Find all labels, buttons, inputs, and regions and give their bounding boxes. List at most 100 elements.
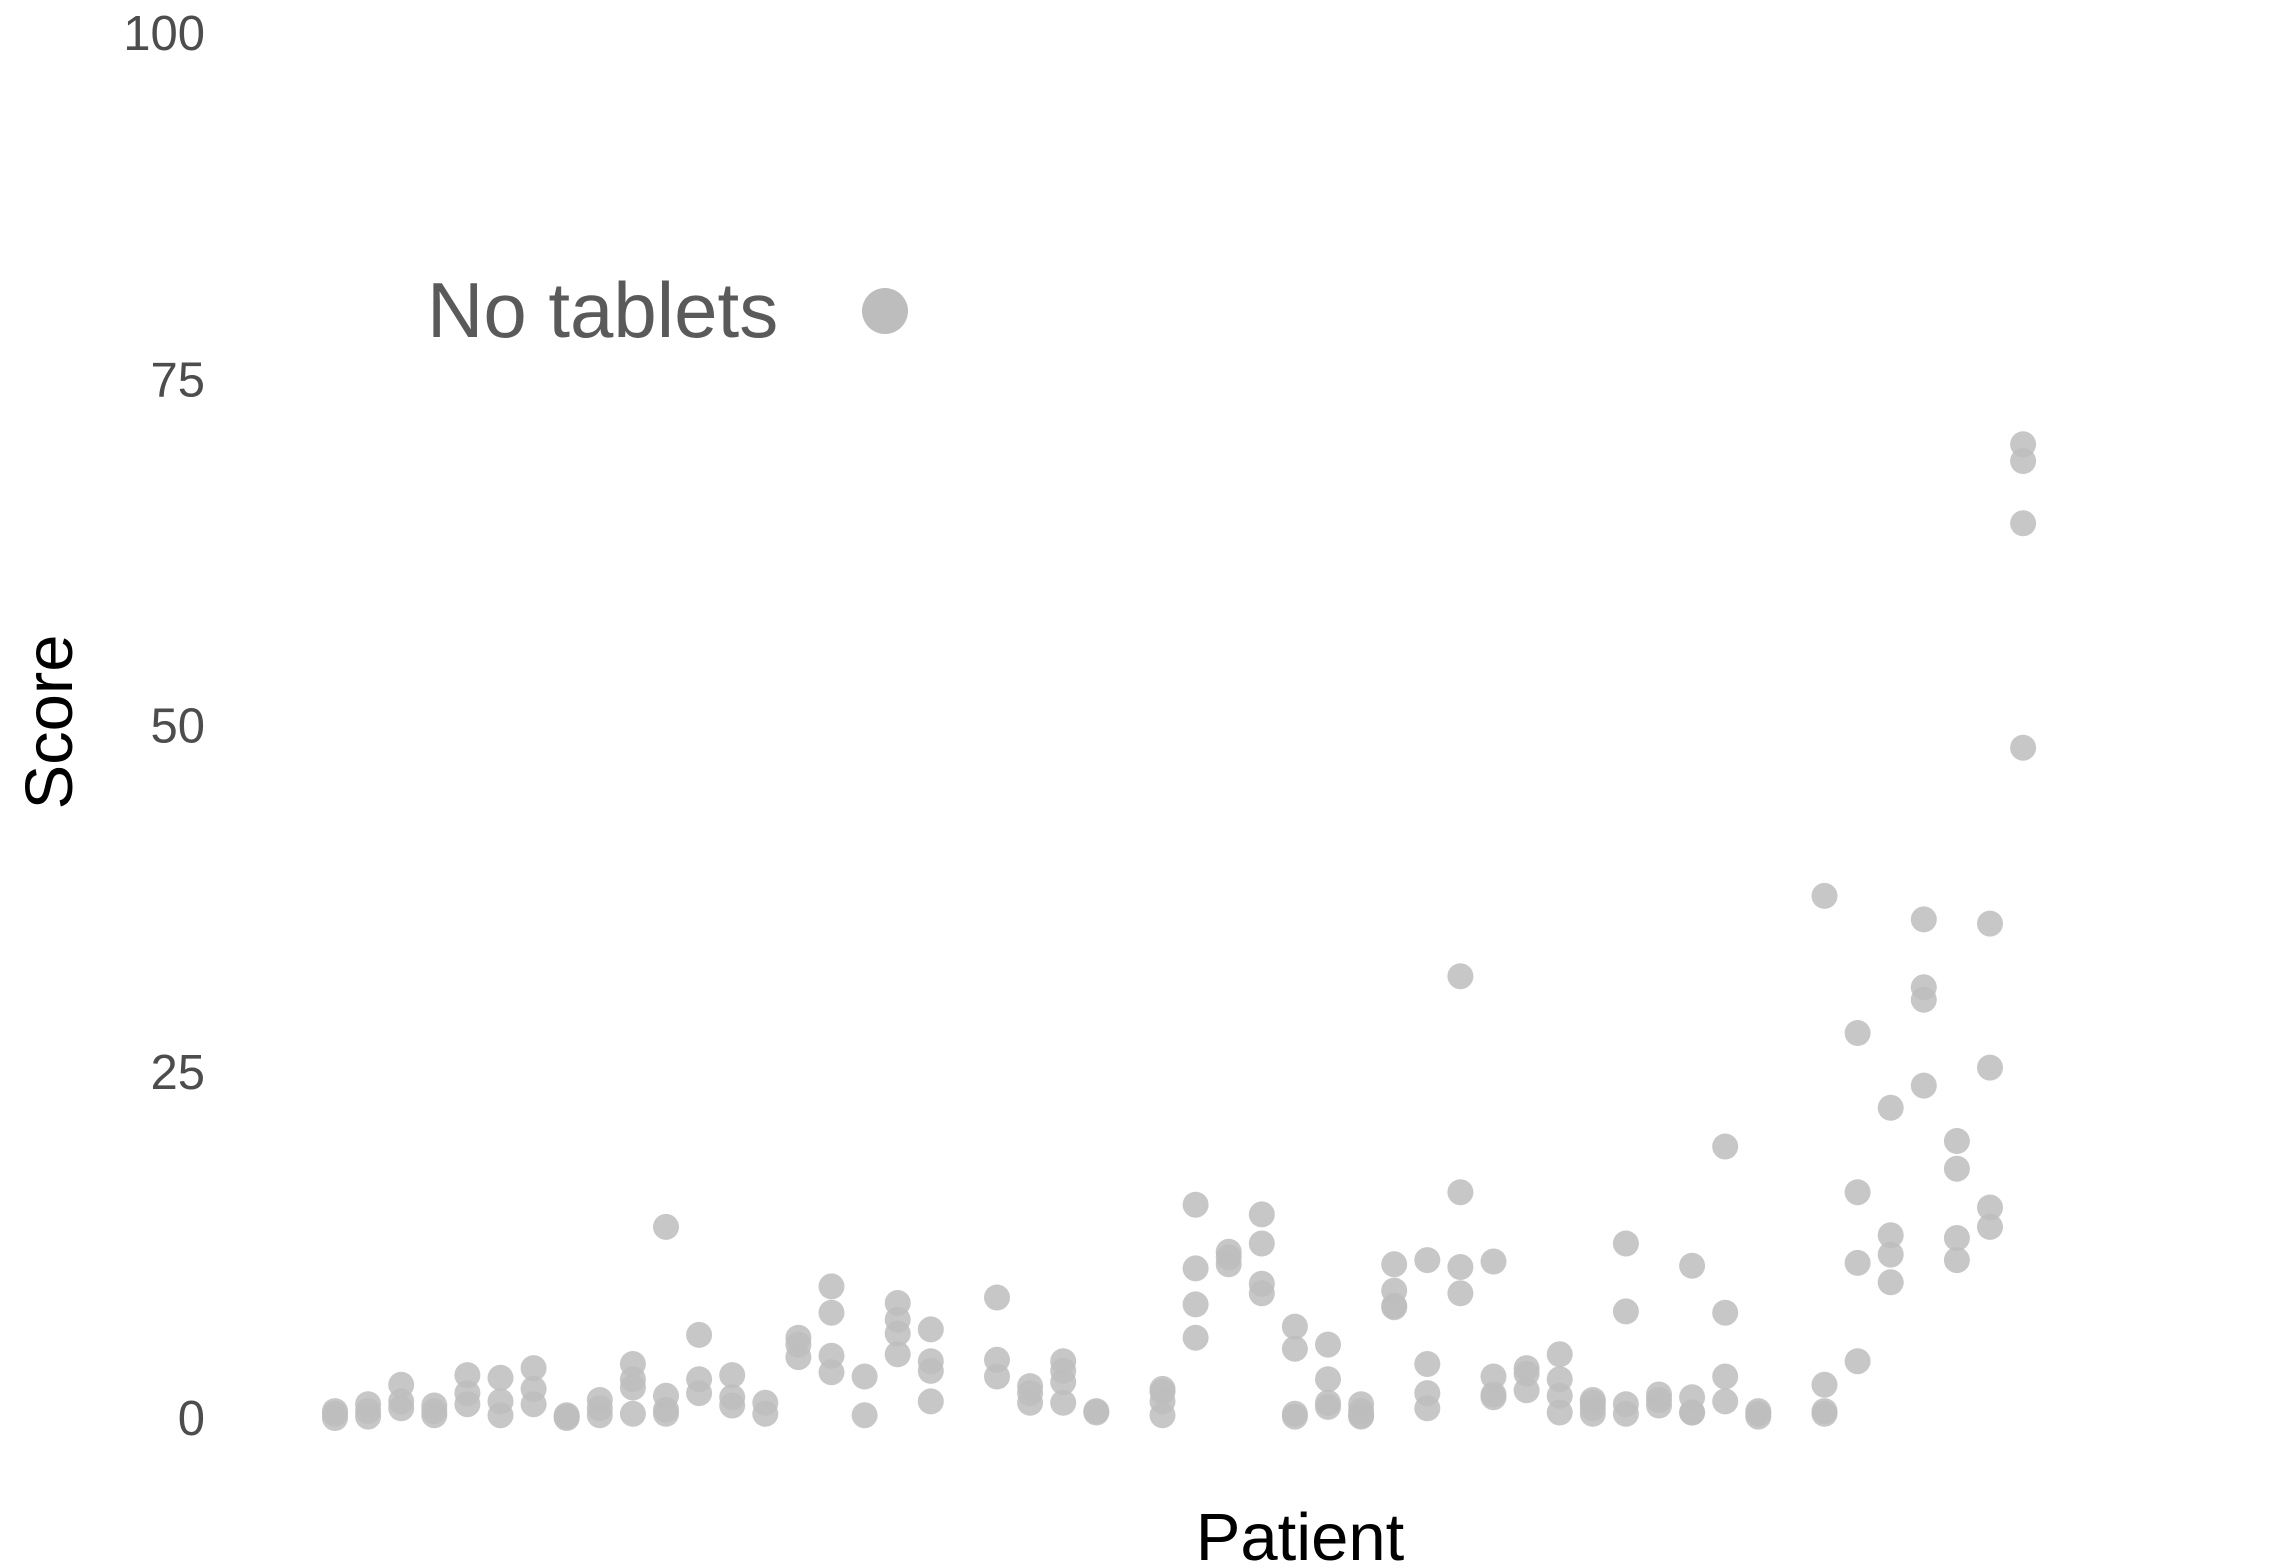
data-point bbox=[1811, 882, 1838, 909]
data-point bbox=[2010, 734, 2037, 761]
data-point bbox=[785, 1324, 812, 1351]
data-point bbox=[1877, 1094, 1904, 1121]
y-tick-label: 50 bbox=[150, 700, 205, 754]
data-point bbox=[1877, 1269, 1904, 1296]
data-point bbox=[388, 1371, 415, 1398]
data-point bbox=[520, 1375, 547, 1402]
data-point bbox=[1447, 963, 1474, 990]
data-point bbox=[1977, 1054, 2003, 1081]
data-point bbox=[1712, 1299, 1739, 1326]
data-point bbox=[1381, 1277, 1408, 1304]
data-point bbox=[1281, 1313, 1308, 1340]
data-point bbox=[1745, 1398, 1772, 1425]
data-point bbox=[818, 1342, 845, 1369]
data-point bbox=[1215, 1238, 1242, 1265]
data-point bbox=[1712, 1133, 1739, 1160]
data-point bbox=[1844, 1179, 1871, 1206]
data-point bbox=[1612, 1391, 1639, 1418]
data-point bbox=[487, 1388, 514, 1415]
data-point bbox=[619, 1351, 646, 1377]
data-point bbox=[1877, 1241, 1904, 1268]
data-points bbox=[322, 431, 2037, 1431]
data-point bbox=[1646, 1381, 1672, 1408]
data-point bbox=[2010, 510, 2037, 537]
data-point bbox=[1546, 1341, 1573, 1368]
data-point bbox=[1811, 1398, 1838, 1425]
data-point bbox=[917, 1348, 944, 1375]
data-point bbox=[1977, 910, 2003, 937]
data-point bbox=[1546, 1366, 1573, 1393]
data-point bbox=[1712, 1388, 1739, 1415]
data-point bbox=[1017, 1373, 1044, 1400]
data-point bbox=[1977, 1194, 2003, 1221]
data-point bbox=[1712, 1363, 1739, 1390]
data-point bbox=[520, 1355, 547, 1382]
legend-label: No tablets bbox=[427, 266, 778, 354]
data-point bbox=[1248, 1201, 1275, 1228]
data-point bbox=[1381, 1251, 1408, 1278]
data-point bbox=[653, 1213, 679, 1240]
data-point bbox=[1910, 974, 1937, 1001]
data-point bbox=[355, 1391, 382, 1418]
x-axis-title: Patient bbox=[1196, 1500, 1405, 1568]
data-point bbox=[1050, 1348, 1077, 1375]
data-point bbox=[1414, 1380, 1441, 1407]
data-point bbox=[1447, 1280, 1474, 1307]
data-point bbox=[719, 1362, 746, 1389]
data-point bbox=[1811, 1371, 1838, 1398]
data-point bbox=[917, 1388, 944, 1415]
data-point bbox=[1348, 1391, 1375, 1418]
data-point bbox=[851, 1363, 878, 1390]
data-point bbox=[1414, 1247, 1441, 1274]
data-point bbox=[1480, 1381, 1507, 1408]
data-point bbox=[686, 1366, 713, 1393]
data-point bbox=[421, 1392, 448, 1419]
data-point bbox=[884, 1290, 911, 1316]
data-point bbox=[1182, 1324, 1209, 1351]
data-point bbox=[1414, 1351, 1441, 1377]
y-tick-label: 100 bbox=[123, 7, 205, 61]
data-point bbox=[586, 1387, 613, 1413]
data-point bbox=[851, 1402, 878, 1429]
data-point bbox=[1182, 1291, 1209, 1318]
y-axis-title: Score bbox=[12, 634, 87, 809]
data-point bbox=[1612, 1230, 1639, 1257]
data-point bbox=[1281, 1335, 1308, 1362]
data-point bbox=[1083, 1398, 1110, 1425]
data-point bbox=[1910, 906, 1937, 933]
data-point bbox=[1877, 1222, 1904, 1249]
data-point bbox=[719, 1384, 746, 1411]
data-point bbox=[1844, 1249, 1871, 1276]
data-point bbox=[1050, 1389, 1077, 1416]
data-point bbox=[1579, 1387, 1606, 1413]
data-point bbox=[1182, 1191, 1209, 1218]
data-point bbox=[1943, 1247, 1970, 1274]
data-point bbox=[487, 1364, 514, 1391]
data-point bbox=[1943, 1128, 1970, 1154]
data-point bbox=[1248, 1230, 1275, 1257]
data-point bbox=[818, 1299, 845, 1326]
data-point bbox=[454, 1362, 481, 1389]
data-point bbox=[1248, 1270, 1275, 1297]
data-point bbox=[1315, 1389, 1341, 1416]
y-tick-label: 25 bbox=[150, 1046, 205, 1100]
data-point bbox=[1844, 1348, 1871, 1375]
y-tick-label: 0 bbox=[178, 1392, 205, 1446]
data-point bbox=[1943, 1225, 1970, 1251]
data-point bbox=[1281, 1400, 1308, 1427]
data-point bbox=[1315, 1366, 1341, 1393]
data-point bbox=[1910, 1072, 1937, 1099]
data-point bbox=[984, 1346, 1010, 1373]
data-point bbox=[653, 1382, 679, 1409]
data-point bbox=[884, 1341, 911, 1368]
data-point bbox=[1480, 1363, 1507, 1390]
legend: No tablets bbox=[427, 266, 908, 354]
data-point bbox=[1679, 1252, 1706, 1279]
data-point bbox=[1977, 1213, 2003, 1240]
y-axis-tick-labels: 0 25 50 75 100 bbox=[123, 7, 205, 1446]
data-point bbox=[686, 1321, 713, 1348]
data-point bbox=[1612, 1298, 1639, 1325]
data-point bbox=[984, 1284, 1010, 1311]
data-point bbox=[454, 1380, 481, 1407]
